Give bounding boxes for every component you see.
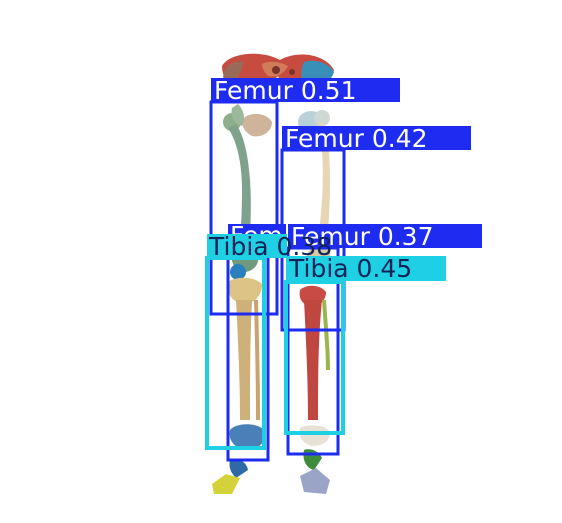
detection-label-femur-1: Femur 0.51 — [211, 76, 400, 105]
left-lower-leg — [212, 264, 266, 494]
detection-label-tibia-2: Tibia 0.45 — [286, 254, 446, 283]
box-tibia-2 — [284, 280, 345, 435]
label-text-femur-3: Femur 0.37 — [291, 222, 433, 251]
detection-labels: Femur 0.51 Femur 0.42 Fem Femur 0.37 Tib… — [207, 76, 482, 283]
detection-label-femur-3: Femur 0.37 — [288, 222, 482, 251]
detection-label-femur-2: Femur 0.42 — [282, 124, 471, 153]
label-text-femur-2: Femur 0.42 — [285, 124, 427, 153]
label-text-tibia-2: Tibia 0.45 — [288, 254, 412, 283]
label-text-femur-1: Femur 0.51 — [214, 76, 356, 105]
